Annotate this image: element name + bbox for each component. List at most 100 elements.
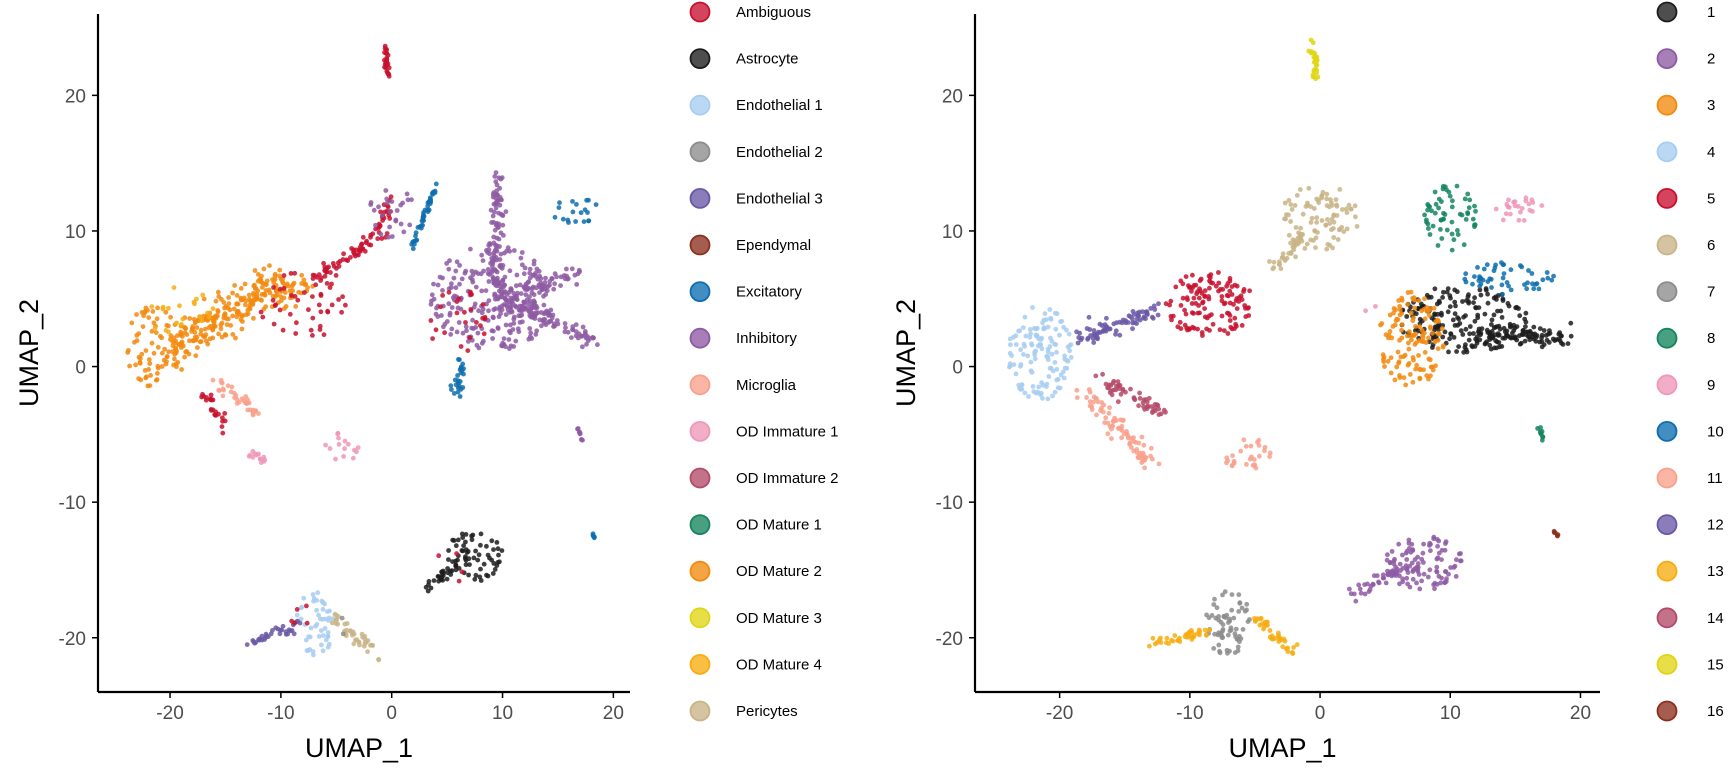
scatter-point [256, 637, 262, 643]
scatter-point [1388, 370, 1394, 376]
scatter-point [259, 285, 265, 290]
scatter-point [459, 548, 465, 553]
scatter-point [1442, 580, 1448, 586]
scatter-point [1493, 206, 1499, 212]
scatter-point [1243, 443, 1249, 449]
scatter-point [1405, 302, 1410, 307]
scatter-point [168, 314, 174, 320]
scatter-point [1391, 306, 1397, 311]
scatter-point [480, 258, 486, 263]
legend-item: Microglia [689, 374, 797, 396]
scatter-point [476, 308, 481, 314]
scatter-point [577, 269, 582, 275]
scatter-point [1045, 354, 1051, 360]
legend-label: 10 [1707, 423, 1724, 440]
scatter-point [431, 281, 436, 287]
scatter-point [552, 214, 558, 220]
scatter-point [460, 361, 466, 367]
scatter-point [272, 273, 278, 279]
scatter-point [530, 273, 536, 278]
scatter-point [326, 264, 331, 270]
cluster-od-immature-1 [246, 448, 268, 465]
scatter-point [1243, 314, 1249, 319]
scatter-point [1084, 395, 1089, 400]
scatter-point [449, 281, 454, 287]
scatter-point [1529, 271, 1535, 276]
scatter-point [1485, 300, 1491, 306]
legend-swatch [689, 654, 711, 675]
scatter-point [453, 285, 459, 291]
cluster-endothelial-2 [339, 615, 346, 637]
scatter-point [1305, 200, 1310, 206]
scatter-point [570, 327, 575, 332]
legend-swatch [689, 700, 711, 722]
scatter-point [513, 338, 519, 344]
legend-item: 14 [1656, 607, 1724, 629]
scatter-point [212, 412, 218, 417]
scatter-point [319, 616, 325, 622]
scatter-point [1196, 295, 1202, 301]
scatter-point [1410, 576, 1416, 582]
scatter-point [1229, 607, 1235, 613]
scatter-point [166, 329, 171, 335]
cluster-od-mature-4 [149, 285, 216, 335]
scatter-point [1344, 210, 1350, 216]
scatter-point [280, 623, 286, 629]
cluster-2 [1347, 566, 1400, 604]
scatter-point [1189, 637, 1195, 642]
scatter-point [595, 342, 600, 348]
scatter-point [344, 257, 349, 263]
scatter-point [541, 293, 546, 299]
scatter-point [1344, 206, 1349, 212]
scatter-point [542, 280, 548, 285]
scatter-point [1500, 296, 1506, 302]
scatter-point [438, 304, 443, 310]
scatter-point [1103, 415, 1109, 421]
scatter-point [1544, 270, 1550, 275]
scatter-point [1449, 247, 1455, 253]
scatter-point [1521, 218, 1527, 223]
cluster-inhibitory [368, 188, 414, 240]
scatter-point [1087, 399, 1093, 404]
cluster-13 [1147, 627, 1213, 649]
scatter-point [1426, 335, 1431, 341]
scatter-point [310, 649, 316, 654]
scatter-point [1508, 267, 1514, 273]
scatter-point [386, 234, 391, 240]
scatter-point [336, 297, 341, 302]
scatter-point [1271, 259, 1277, 265]
cluster-inhibitory [499, 266, 582, 306]
scatter-point [1362, 591, 1368, 597]
scatter-point [278, 298, 284, 304]
scatter-point [1013, 342, 1019, 347]
scatter-point [1233, 298, 1239, 303]
scatter-point [1219, 313, 1225, 319]
cluster-1 [1472, 317, 1574, 350]
scatter-point [1186, 283, 1191, 288]
scatter-point [499, 307, 505, 313]
scatter-point [1358, 590, 1364, 596]
scatter-point [281, 273, 287, 278]
scatter-point [1557, 330, 1563, 335]
scatter-point [490, 336, 495, 341]
scatter-point [1306, 48, 1312, 54]
cluster-6 [1282, 185, 1360, 252]
scatter-point [1053, 326, 1059, 332]
scatter-point [138, 377, 144, 383]
scatter-point [1030, 305, 1035, 310]
scatter-point [1472, 295, 1477, 301]
scatter-point [1311, 206, 1317, 211]
legend-swatch [689, 560, 711, 582]
scatter-point [1523, 310, 1529, 316]
scatter-point [240, 319, 245, 324]
scatter-point [260, 280, 266, 286]
scatter-point [1054, 349, 1059, 355]
scatter-point [304, 603, 309, 609]
cluster-excitatory [448, 357, 466, 399]
scatter-point [206, 314, 212, 320]
scatter-point [1455, 232, 1461, 238]
scatter-point [216, 294, 222, 299]
scatter-point [487, 241, 493, 246]
legend-item: Ambiguous [689, 1, 811, 23]
scatter-point [1278, 266, 1284, 272]
